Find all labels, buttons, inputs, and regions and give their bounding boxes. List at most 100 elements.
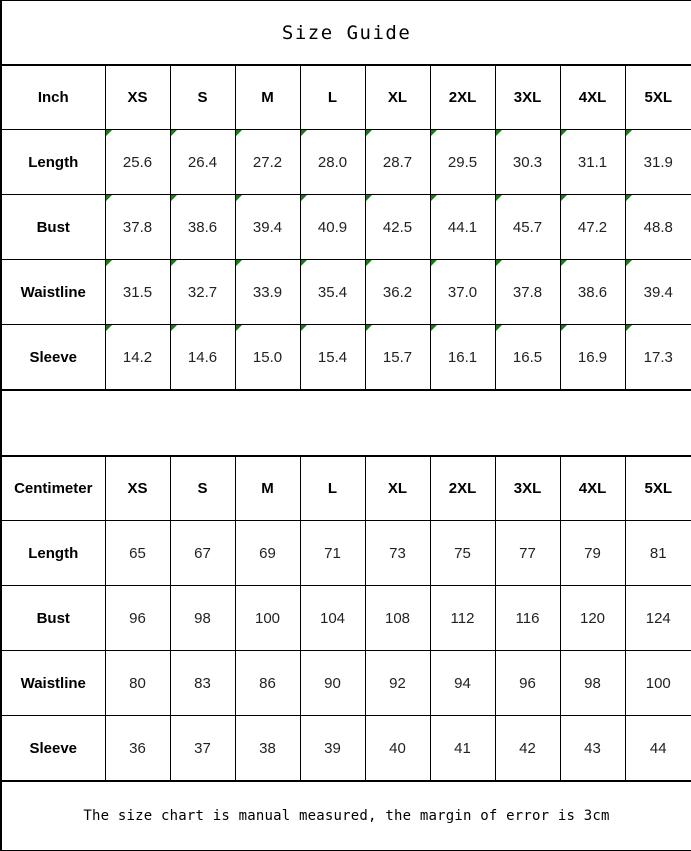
measure-cell: 28.0 <box>299 129 366 195</box>
measure-cell: 96 <box>494 650 561 716</box>
table-header-row: Inch XS S M L XL 2XL 3XL 4XL 5XL <box>0 65 691 130</box>
measure-cell: 81 <box>624 520 691 586</box>
measure-cell: 83 <box>169 650 236 716</box>
measure-cell: 39.4 <box>234 194 301 260</box>
size-header-xs: XS <box>104 456 171 521</box>
measure-cell: 71 <box>299 520 366 586</box>
measure-cell: 104 <box>299 585 366 651</box>
measure-cell: 29.5 <box>429 129 496 195</box>
measure-label-bust: Bust <box>0 585 106 651</box>
measure-cell: 69 <box>234 520 301 586</box>
measure-cell: 98 <box>169 585 236 651</box>
measure-cell: 43 <box>559 715 626 781</box>
size-header-2xl: 2XL <box>429 65 496 130</box>
measure-cell: 31.5 <box>104 259 171 325</box>
spacer-row <box>0 390 691 456</box>
size-header-m: M <box>234 456 301 521</box>
measure-cell: 15.7 <box>364 324 431 390</box>
table-row: Length 25.6 26.4 27.2 28.0 28.7 29.5 30.3 31.1 31… <box>0 129 691 195</box>
table-row: Bust 96 98 100 104 108 112 116 120 124 <box>0 585 691 651</box>
measure-cell: 92 <box>364 650 431 716</box>
measure-cell: 37.0 <box>429 259 496 325</box>
unit-header-cell: Inch <box>0 65 106 130</box>
centimeter-size-table: Centimeter XS S M L XL 2XL 3XL 4XL 5XL Length 65 67 6… <box>0 456 691 781</box>
inch-size-table: Inch XS S M L XL 2XL 3XL 4XL 5XL Length 25.6 26.4 27.… <box>0 65 691 390</box>
measure-cell: 100 <box>624 650 691 716</box>
measure-label-waistline: Waistline <box>0 259 106 325</box>
measure-cell: 33.9 <box>234 259 301 325</box>
measure-label-waistline: Waistline <box>0 650 106 716</box>
measure-cell: 38.6 <box>559 259 626 325</box>
size-header-l: L <box>299 65 366 130</box>
table-row: Sleeve 36 37 38 39 40 41 42 43 44 <box>0 715 691 781</box>
measure-label-sleeve: Sleeve <box>0 715 106 781</box>
measure-cell: 37.8 <box>494 259 561 325</box>
measure-cell: 37 <box>169 715 236 781</box>
size-header-xl: XL <box>364 456 431 521</box>
measure-cell: 35.4 <box>299 259 366 325</box>
measure-cell: 15.4 <box>299 324 366 390</box>
measure-cell: 86 <box>234 650 301 716</box>
measure-cell: 17.3 <box>624 324 691 390</box>
measure-cell: 16.5 <box>494 324 561 390</box>
spacer-cell <box>0 390 691 456</box>
measure-cell: 16.9 <box>559 324 626 390</box>
measure-cell: 31.9 <box>624 129 691 195</box>
measure-cell: 30.3 <box>494 129 561 195</box>
measure-cell: 41 <box>429 715 496 781</box>
size-header-l: L <box>299 456 366 521</box>
table-header-row: Centimeter XS S M L XL 2XL 3XL 4XL 5XL <box>0 456 691 521</box>
measure-cell: 38 <box>234 715 301 781</box>
size-header-4xl: 4XL <box>559 65 626 130</box>
table-row: Waistline 80 83 86 90 92 94 96 98 100 <box>0 650 691 716</box>
measure-cell: 120 <box>559 585 626 651</box>
size-header-5xl: 5XL <box>624 65 691 130</box>
spacer-table <box>0 390 691 456</box>
measure-cell: 39 <box>299 715 366 781</box>
measure-cell: 73 <box>364 520 431 586</box>
measure-label-bust: Bust <box>0 194 106 260</box>
measure-cell: 42 <box>494 715 561 781</box>
size-header-4xl: 4XL <box>559 456 626 521</box>
table-row: Waistline 31.5 32.7 33.9 35.4 36.2 37.0 37.8 38.… <box>0 259 691 325</box>
measure-cell: 37.8 <box>104 194 171 260</box>
measure-cell: 48.8 <box>624 194 691 260</box>
size-header-3xl: 3XL <box>494 65 561 130</box>
measure-cell: 100 <box>234 585 301 651</box>
measure-cell: 44.1 <box>429 194 496 260</box>
measure-cell: 79 <box>559 520 626 586</box>
measure-cell: 96 <box>104 585 171 651</box>
table-row: Length 65 67 69 71 73 75 77 79 81 <box>0 520 691 586</box>
size-header-xs: XS <box>104 65 171 130</box>
measure-cell: 39.4 <box>624 259 691 325</box>
measure-label-length: Length <box>0 129 106 195</box>
measure-cell: 108 <box>364 585 431 651</box>
measure-cell: 36 <box>104 715 171 781</box>
measure-cell: 40 <box>364 715 431 781</box>
measure-cell: 28.7 <box>364 129 431 195</box>
measure-cell: 40.9 <box>299 194 366 260</box>
size-header-m: M <box>234 65 301 130</box>
measure-cell: 45.7 <box>494 194 561 260</box>
measure-cell: 26.4 <box>169 129 236 195</box>
measure-cell: 77 <box>494 520 561 586</box>
measure-cell: 14.2 <box>104 324 171 390</box>
page-title: Size Guide <box>0 0 691 65</box>
measure-cell: 98 <box>559 650 626 716</box>
table-row: Bust 37.8 38.6 39.4 40.9 42.5 44.1 45.7 47.2 48.8 <box>0 194 691 260</box>
title-table: Size Guide <box>0 0 691 65</box>
size-header-5xl: 5XL <box>624 456 691 521</box>
measure-cell: 124 <box>624 585 691 651</box>
measure-label-sleeve: Sleeve <box>0 324 106 390</box>
measure-label-length: Length <box>0 520 106 586</box>
title-row: Size Guide <box>0 0 691 65</box>
size-header-s: S <box>169 65 236 130</box>
measure-cell: 75 <box>429 520 496 586</box>
measure-cell: 94 <box>429 650 496 716</box>
footer-row: The size chart is manual measured, the m… <box>0 781 691 851</box>
measure-cell: 25.6 <box>104 129 171 195</box>
measure-cell: 31.1 <box>559 129 626 195</box>
measure-cell: 15.0 <box>234 324 301 390</box>
measurement-disclaimer: The size chart is manual measured, the m… <box>0 781 691 851</box>
measure-cell: 47.2 <box>559 194 626 260</box>
